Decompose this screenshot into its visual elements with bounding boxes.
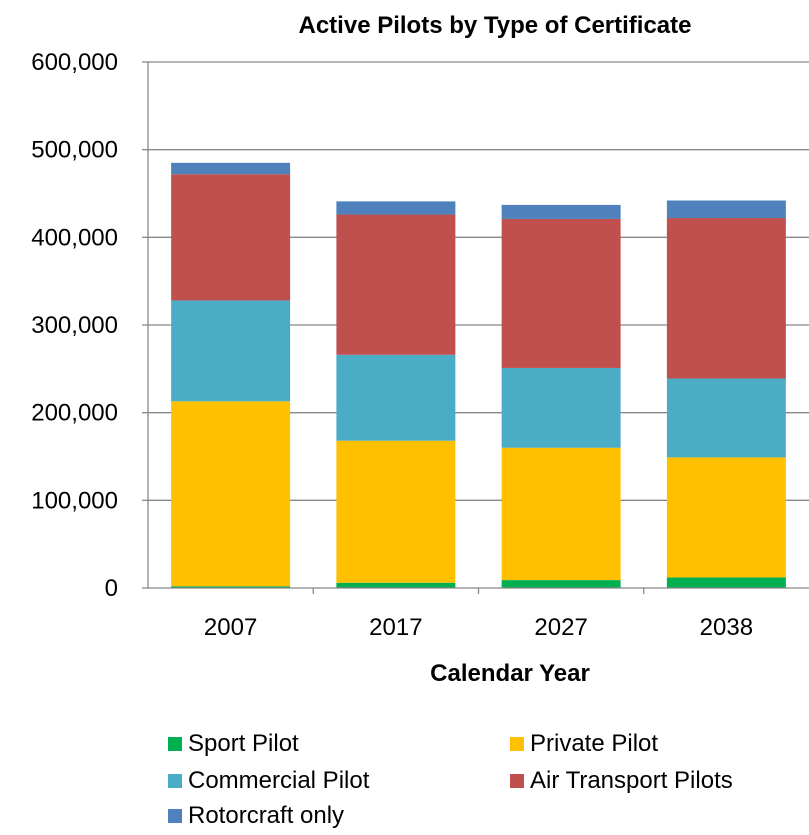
x-tick-label: 2007 bbox=[204, 614, 257, 641]
y-tick-label: 200,000 bbox=[31, 400, 118, 427]
bar-segment bbox=[666, 200, 786, 219]
bar-segment bbox=[501, 204, 621, 219]
x-tick-label: 2027 bbox=[534, 614, 587, 641]
bar-segment bbox=[501, 367, 621, 448]
bar-segment bbox=[171, 300, 291, 402]
x-tick-labels: 2007 2017 2027 2038 bbox=[204, 614, 753, 641]
legend: Sport Pilot Private Pilot Commercial Pilot… bbox=[168, 730, 733, 829]
bar-segment bbox=[666, 577, 786, 588]
bar-segment bbox=[171, 401, 291, 587]
bar-segment bbox=[171, 586, 291, 588]
legend-label: Rotorcraft only bbox=[188, 802, 344, 829]
x-axis-title: Calendar Year bbox=[430, 660, 590, 687]
bar-segment bbox=[501, 580, 621, 588]
legend-swatch bbox=[168, 737, 182, 751]
bars bbox=[171, 162, 786, 588]
bar-segment bbox=[666, 378, 786, 458]
legend-label: Air Transport Pilots bbox=[530, 767, 733, 794]
legend-swatch bbox=[510, 737, 524, 751]
chart-title: Active Pilots by Type of Certificate bbox=[299, 12, 692, 39]
y-tick-label: 600,000 bbox=[31, 49, 118, 76]
axes bbox=[142, 61, 809, 594]
y-tick-label: 300,000 bbox=[31, 312, 118, 339]
y-tick-label: 0 bbox=[105, 575, 118, 602]
x-tick-label: 2017 bbox=[369, 614, 422, 641]
bar-segment bbox=[171, 162, 291, 175]
y-tick-label: 400,000 bbox=[31, 224, 118, 251]
legend-label: Private Pilot bbox=[530, 730, 658, 757]
bar-segment bbox=[171, 174, 291, 301]
bar-segment bbox=[336, 440, 456, 583]
bar-segment bbox=[501, 447, 621, 581]
legend-label: Commercial Pilot bbox=[188, 767, 370, 794]
legend-label: Sport Pilot bbox=[188, 730, 299, 757]
x-tick-label: 2038 bbox=[700, 614, 753, 641]
bar-segment bbox=[336, 201, 456, 215]
bar-segment bbox=[666, 457, 786, 578]
bar-segment bbox=[336, 214, 456, 355]
y-tick-labels: 0 100,000 200,000 300,000 400,000 500,000 600,… bbox=[31, 49, 118, 602]
bar-segment bbox=[336, 354, 456, 441]
y-tick-label: 100,000 bbox=[31, 487, 118, 514]
bar-segment bbox=[501, 218, 621, 368]
bar-segment bbox=[666, 218, 786, 379]
legend-swatch bbox=[168, 774, 182, 788]
y-tick-label: 500,000 bbox=[31, 137, 118, 164]
legend-swatch bbox=[510, 774, 524, 788]
bar-segment bbox=[336, 582, 456, 588]
legend-swatch bbox=[168, 809, 182, 823]
